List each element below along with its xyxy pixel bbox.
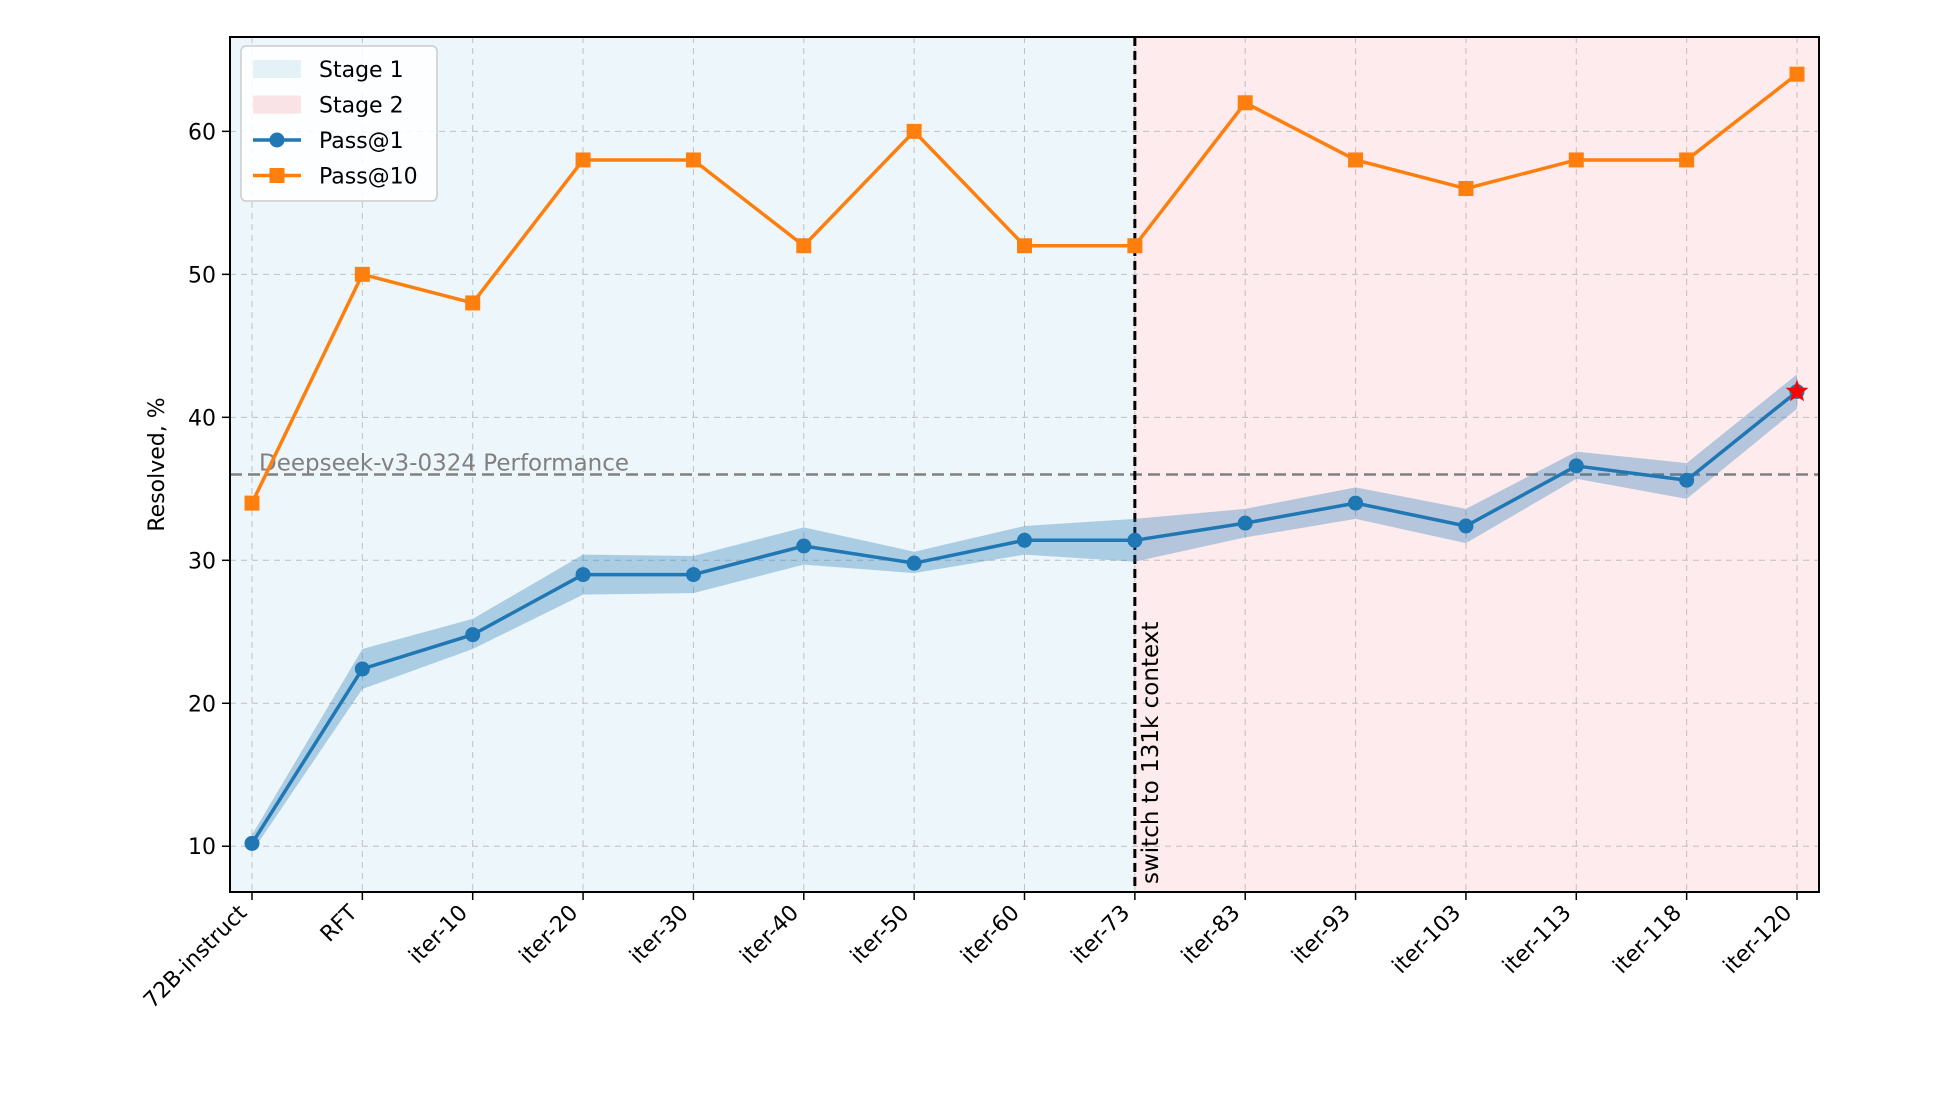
- series-point: [575, 152, 591, 168]
- series-point: [465, 627, 481, 643]
- series-point: [906, 123, 922, 139]
- reference-line-group: Deepseek-v3-0324 Performance: [230, 451, 1819, 477]
- series-point: [244, 835, 260, 851]
- series-point: [1348, 495, 1364, 511]
- y-axis-label: Resolved, %: [145, 397, 170, 531]
- legend-label: Pass@1: [319, 129, 404, 154]
- series-point: [1679, 472, 1695, 488]
- legend-box: [240, 45, 438, 202]
- series-point: [465, 295, 481, 311]
- series-group: [244, 66, 1809, 852]
- y-tick-label: 10: [188, 835, 216, 860]
- series-point: [1458, 518, 1474, 534]
- series-point: [1017, 238, 1032, 254]
- series-point: [1568, 152, 1584, 168]
- series-point: [1458, 181, 1474, 197]
- series-point: [1127, 238, 1143, 254]
- series-point: [1568, 458, 1584, 474]
- series-point: [685, 152, 701, 168]
- reference-line-label: Deepseek-v3-0324 Performance: [259, 451, 629, 477]
- series-point: [575, 567, 591, 583]
- legend-swatch: [253, 60, 301, 78]
- vertical-line-group: switch to 131k context: [1133, 37, 1164, 892]
- series-point: [244, 495, 260, 511]
- vertical-line-label: switch to 131k context: [1138, 622, 1164, 884]
- legend-label: Stage 2: [319, 94, 404, 119]
- highlight-star: [1785, 379, 1809, 402]
- y-tick-label: 20: [188, 692, 216, 717]
- legend: Stage 1 Stage 2 Pass@1 Pass@10: [240, 45, 438, 202]
- series-point: [1237, 515, 1253, 531]
- legend-label: Stage 1: [319, 58, 404, 83]
- series-point: [1237, 95, 1253, 111]
- legend-label: Pass@10: [319, 165, 418, 190]
- y-tick-label: 30: [188, 549, 216, 574]
- legend-marker: [269, 168, 285, 183]
- y-tick-label: 50: [188, 263, 216, 288]
- series-point: [1017, 532, 1032, 548]
- series-point: [1127, 532, 1143, 548]
- series-point: [1348, 152, 1364, 168]
- legend-swatch: [253, 95, 301, 114]
- series-point: [1679, 152, 1695, 168]
- y-tick-label: 60: [188, 120, 216, 145]
- series-point: [1789, 66, 1805, 82]
- series-point: [906, 555, 922, 571]
- series-point: [354, 266, 370, 282]
- series-point: [796, 538, 812, 554]
- series-point: [354, 661, 370, 677]
- series-point: [685, 567, 701, 583]
- series-point: [796, 238, 812, 254]
- y-tick-label: 40: [188, 406, 216, 431]
- legend-marker: [269, 132, 285, 148]
